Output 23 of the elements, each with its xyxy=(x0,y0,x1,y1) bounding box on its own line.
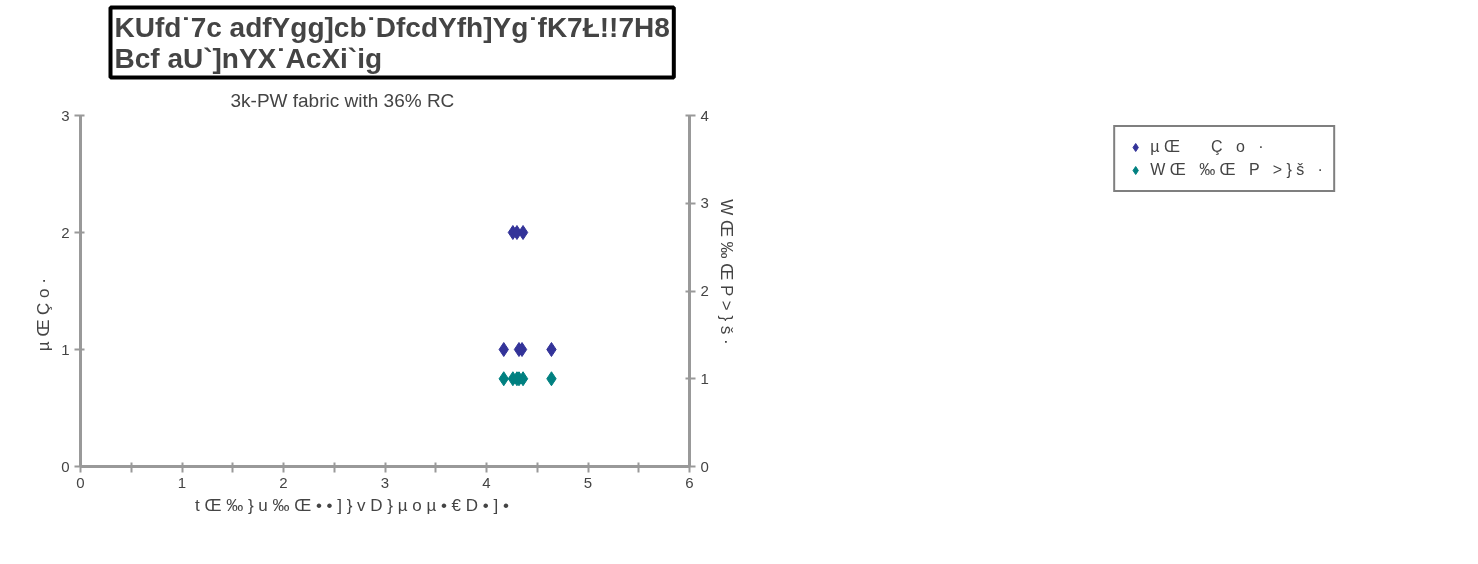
y-tick-label: 0 xyxy=(61,457,70,475)
y2-axis-title: W Œ ‰ Œ P > } š · xyxy=(716,199,736,345)
y2-tick-label: 2 xyxy=(700,282,709,299)
y2-tick-label: 0 xyxy=(700,457,709,475)
x-tick-label: 1 xyxy=(177,473,187,491)
x-tick-label: 2 xyxy=(279,473,288,491)
x-tick-label: 3 xyxy=(380,473,390,491)
y2-tick-label: 3 xyxy=(700,194,709,212)
y-axis-title: µ Œ Ç o · xyxy=(34,278,54,352)
x-axis-title: t Œ ‰ } u ‰ Œ • • ] } v D } µ o µ • € D • ] • xyxy=(195,495,509,515)
legend-label: W Œ ‰ Œ P > } š · xyxy=(1150,161,1323,179)
y2-tick-label: 4 xyxy=(700,106,709,124)
y-tick-label: 2 xyxy=(61,223,70,241)
y2-tick-label: 1 xyxy=(700,369,709,387)
x-tick-label: 6 xyxy=(685,473,694,491)
chart-subtitle: 3k-PW fabric with 36% RC xyxy=(230,89,455,111)
y-tick-label: 1 xyxy=(61,340,70,358)
x-tick-label: 0 xyxy=(76,473,85,491)
x-tick-label: 5 xyxy=(583,473,593,491)
legend-label: µ Œ Ç o · xyxy=(1150,138,1264,156)
y-tick-label: 3 xyxy=(61,106,70,124)
x-tick-label: 4 xyxy=(482,473,491,491)
chart-title: KUfd˙7c adfYgg]cb˙DfcdYfh]Yg˙fK7Ł!!7H8 Bcf aU`]nYX˙AcXi`ig xyxy=(114,11,670,74)
